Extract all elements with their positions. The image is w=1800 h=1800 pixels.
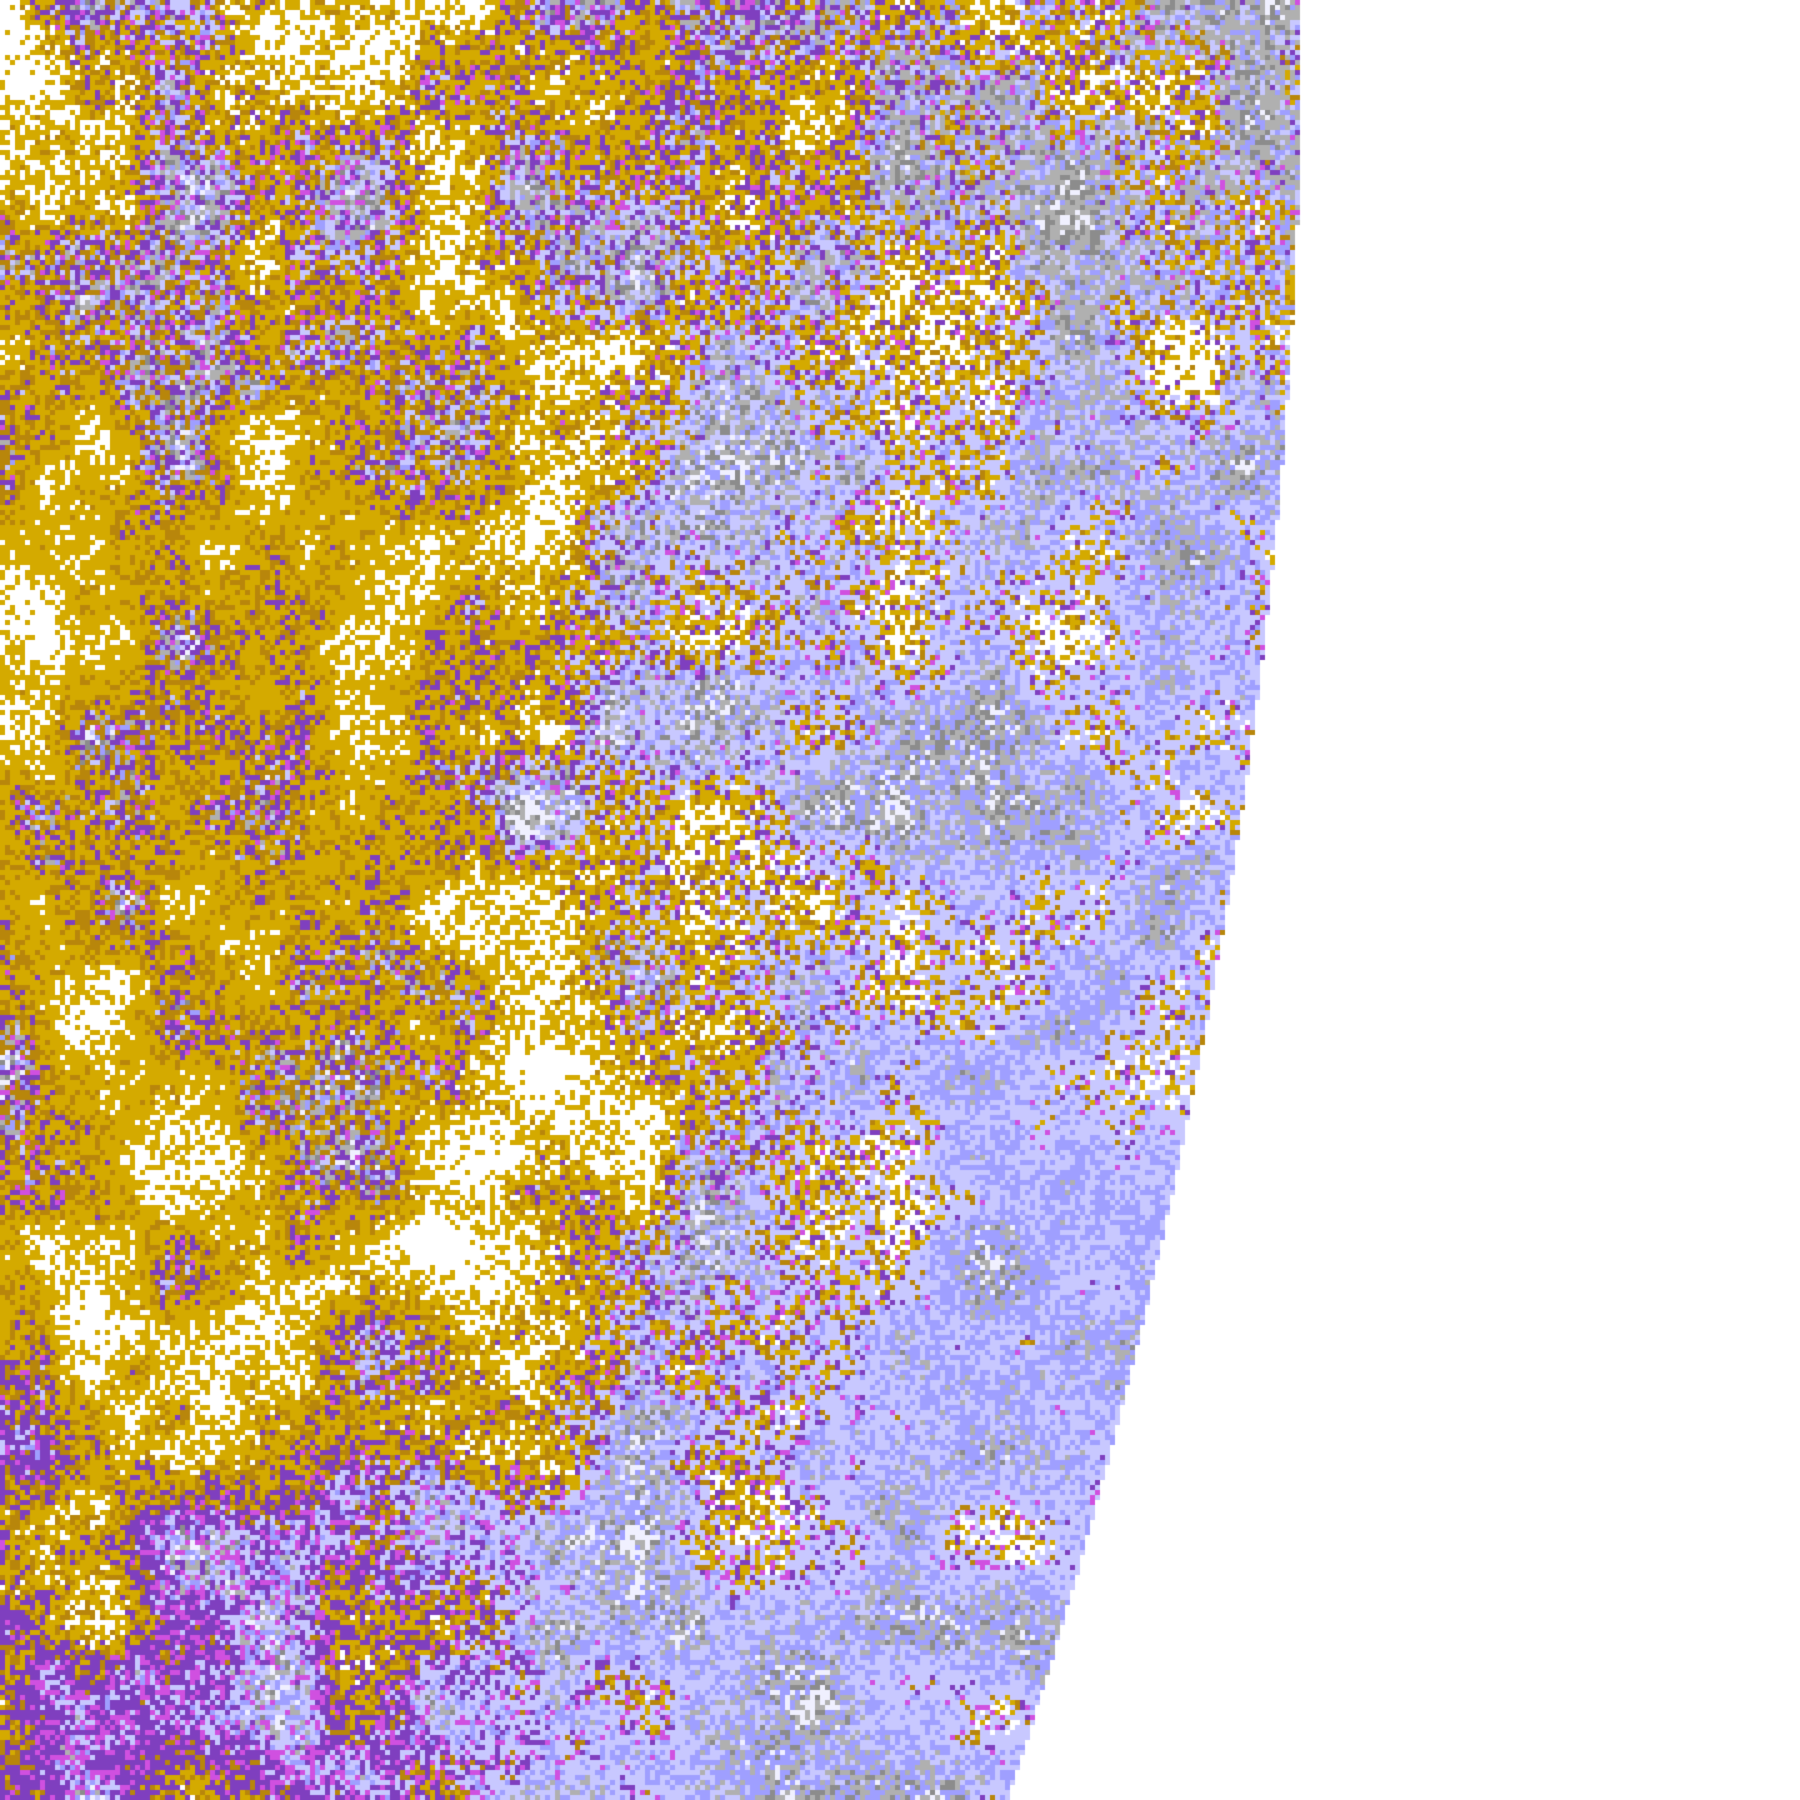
satellite-classification-map (0, 0, 1800, 1800)
